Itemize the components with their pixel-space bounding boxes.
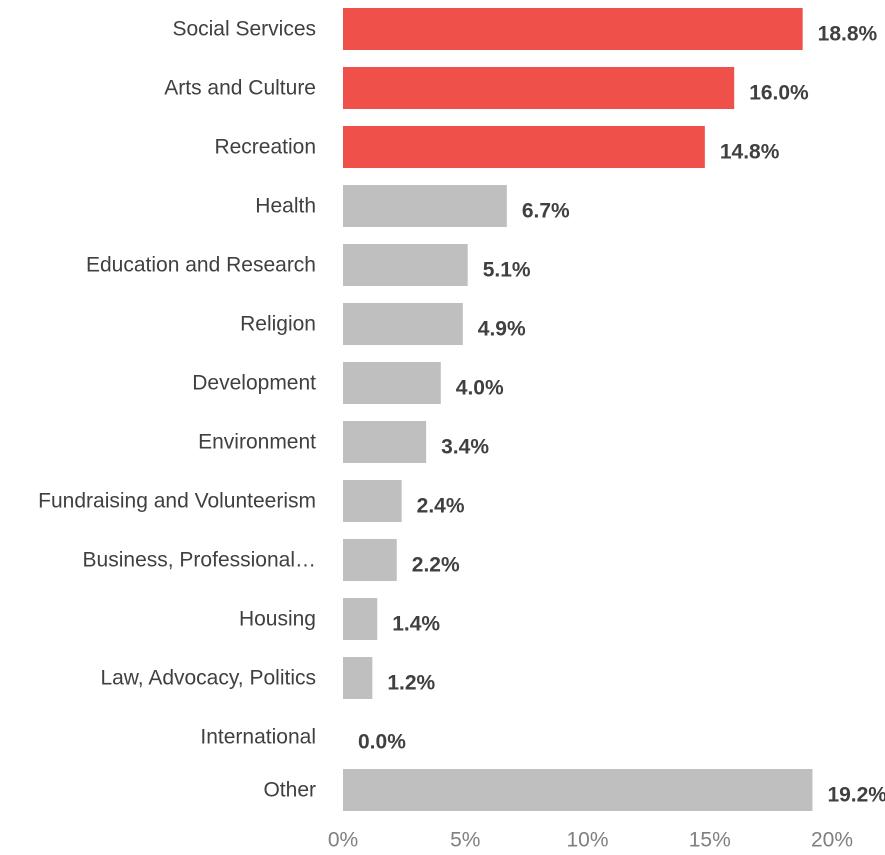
category-label-business-professional: Business, Professional… xyxy=(83,549,316,572)
bar-health xyxy=(343,185,507,227)
value-label-environment: 3.4% xyxy=(441,436,489,459)
category-label-other: Other xyxy=(263,779,316,802)
x-tick-label: 20% xyxy=(811,829,853,852)
bar-fundraising-and-volunteerism xyxy=(343,480,402,522)
bar-recreation xyxy=(343,126,705,168)
value-label-education-and-research: 5.1% xyxy=(483,259,531,282)
bar-other xyxy=(343,769,813,811)
value-label-business-professional: 2.2% xyxy=(412,554,460,577)
value-label-development: 4.0% xyxy=(456,377,504,400)
category-label-arts-and-culture: Arts and Culture xyxy=(164,77,316,100)
x-tick-label: 0% xyxy=(328,829,358,852)
value-label-health: 6.7% xyxy=(522,200,570,223)
category-label-law-advocacy-politics: Law, Advocacy, Politics xyxy=(100,667,316,690)
category-label-education-and-research: Education and Research xyxy=(86,254,316,277)
bar-environment xyxy=(343,421,427,463)
value-label-recreation: 14.8% xyxy=(720,141,780,164)
category-label-international: International xyxy=(200,726,316,749)
category-label-health: Health xyxy=(255,195,316,218)
category-label-environment: Environment xyxy=(198,431,316,454)
bar-arts-and-culture xyxy=(343,67,735,109)
bar-religion xyxy=(343,303,463,345)
bar-education-and-research xyxy=(343,244,468,286)
value-label-arts-and-culture: 16.0% xyxy=(749,82,809,105)
value-label-religion: 4.9% xyxy=(478,318,526,341)
value-label-international: 0.0% xyxy=(358,731,406,754)
bar-law-advocacy-politics xyxy=(343,657,373,699)
value-label-fundraising-and-volunteerism: 2.4% xyxy=(417,495,465,518)
category-label-religion: Religion xyxy=(240,313,316,336)
category-label-development: Development xyxy=(192,372,316,395)
category-label-recreation: Recreation xyxy=(214,136,316,159)
category-label-social-services: Social Services xyxy=(172,18,316,41)
value-label-law-advocacy-politics: 1.2% xyxy=(387,672,435,695)
bar-development xyxy=(343,362,441,404)
x-tick-label: 10% xyxy=(566,829,608,852)
x-axis-ticks-group: 0% 5% 10% 15% 20% xyxy=(328,829,853,852)
value-label-other: 19.2% xyxy=(827,784,885,807)
bar-business-professional xyxy=(343,539,397,581)
bars-group xyxy=(343,8,813,811)
category-labels-group: Social Services Arts and Culture Recreatio… xyxy=(38,18,316,802)
x-tick-label: 15% xyxy=(689,829,731,852)
value-label-social-services: 18.8% xyxy=(818,23,878,46)
category-label-housing: Housing xyxy=(239,608,316,631)
bar-housing xyxy=(343,598,378,640)
x-tick-label: 5% xyxy=(450,829,480,852)
category-label-fundraising-and-volunteerism: Fundraising and Volunteerism xyxy=(38,490,316,513)
value-labels-group: 18.8% 16.0% 14.8% 6.7% 5.1% 4.9% 4.0% 3.4% 2.4% 2… xyxy=(358,23,885,807)
value-label-housing: 1.4% xyxy=(392,613,440,636)
bar-social-services xyxy=(343,8,803,50)
